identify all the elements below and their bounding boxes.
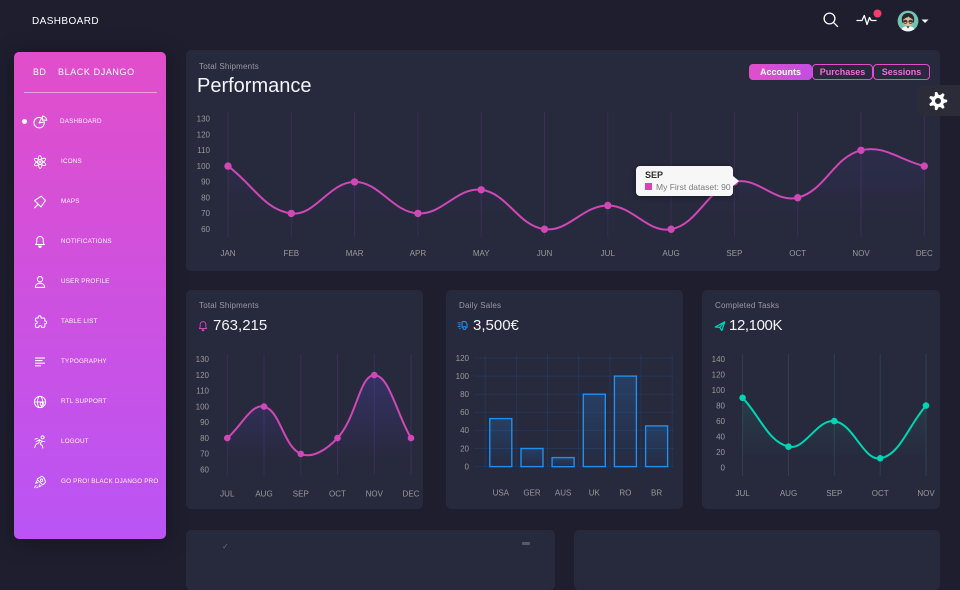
svg-text:120: 120 (712, 370, 726, 379)
svg-text:90: 90 (200, 418, 209, 427)
svg-text:60: 60 (716, 417, 725, 426)
svg-text:100: 100 (196, 402, 210, 411)
svg-text:120: 120 (197, 130, 211, 139)
svg-text:140: 140 (712, 355, 726, 364)
svg-text:GER: GER (523, 489, 541, 498)
svg-text:80: 80 (716, 401, 725, 410)
svg-text:SEP: SEP (826, 489, 842, 498)
svg-text:100: 100 (456, 372, 470, 381)
svg-text:NOV: NOV (852, 249, 870, 258)
svg-text:60: 60 (460, 408, 469, 417)
svg-text:MAR: MAR (346, 249, 364, 258)
svg-text:100: 100 (712, 386, 726, 395)
svg-text:120: 120 (456, 354, 470, 363)
svg-text:JUN: JUN (537, 249, 553, 258)
svg-text:NOV: NOV (917, 489, 935, 498)
svg-text:NOV: NOV (366, 490, 384, 499)
svg-text:120: 120 (196, 371, 210, 380)
svg-text:80: 80 (460, 390, 469, 399)
svg-text:UK: UK (589, 489, 601, 498)
svg-text:OCT: OCT (872, 489, 889, 498)
svg-text:60: 60 (200, 465, 209, 474)
svg-text:20: 20 (460, 444, 469, 453)
svg-text:OCT: OCT (789, 249, 806, 258)
svg-text:DEC: DEC (916, 249, 933, 258)
svg-text:OCT: OCT (329, 490, 346, 499)
svg-text:AUG: AUG (255, 490, 272, 499)
svg-text:RO: RO (619, 489, 631, 498)
svg-text:FEB: FEB (284, 249, 300, 258)
svg-text:BR: BR (651, 489, 662, 498)
svg-text:130: 130 (197, 115, 211, 124)
svg-text:AUG: AUG (780, 489, 797, 498)
svg-text:JUL: JUL (601, 249, 616, 258)
svg-text:70: 70 (200, 450, 209, 459)
svg-text:SEP: SEP (293, 490, 309, 499)
svg-text:70: 70 (201, 209, 210, 218)
svg-text:JAN: JAN (220, 249, 235, 258)
svg-text:0: 0 (721, 463, 726, 472)
svg-text:130: 130 (196, 355, 210, 364)
svg-text:JUL: JUL (220, 490, 235, 499)
svg-text:80: 80 (200, 434, 209, 443)
svg-text:SEP: SEP (726, 249, 742, 258)
svg-text:JUL: JUL (735, 489, 750, 498)
svg-text:80: 80 (201, 194, 210, 203)
svg-text:40: 40 (716, 432, 725, 441)
svg-text:DEC: DEC (403, 490, 420, 499)
svg-text:MAY: MAY (473, 249, 490, 258)
svg-text:90: 90 (201, 178, 210, 187)
svg-text:AUS: AUS (555, 489, 571, 498)
svg-text:110: 110 (197, 146, 210, 155)
svg-text:APR: APR (410, 249, 427, 258)
svg-text:100: 100 (197, 162, 211, 171)
svg-text:AUG: AUG (662, 249, 679, 258)
svg-text:40: 40 (460, 426, 469, 435)
svg-text:0: 0 (465, 462, 470, 471)
svg-text:60: 60 (201, 225, 210, 234)
svg-text:20: 20 (716, 448, 725, 457)
svg-text:110: 110 (196, 387, 209, 396)
svg-text:USA: USA (493, 489, 510, 498)
